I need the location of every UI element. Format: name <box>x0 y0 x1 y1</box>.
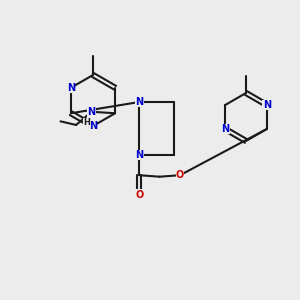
Text: H: H <box>84 118 91 127</box>
Text: N: N <box>88 107 96 117</box>
Text: N: N <box>135 97 143 107</box>
Text: N: N <box>67 83 75 93</box>
Text: N: N <box>89 121 97 131</box>
Text: O: O <box>176 170 184 180</box>
Text: N: N <box>221 124 229 134</box>
Text: N: N <box>263 100 271 110</box>
Text: N: N <box>135 150 143 160</box>
Text: O: O <box>135 190 143 200</box>
